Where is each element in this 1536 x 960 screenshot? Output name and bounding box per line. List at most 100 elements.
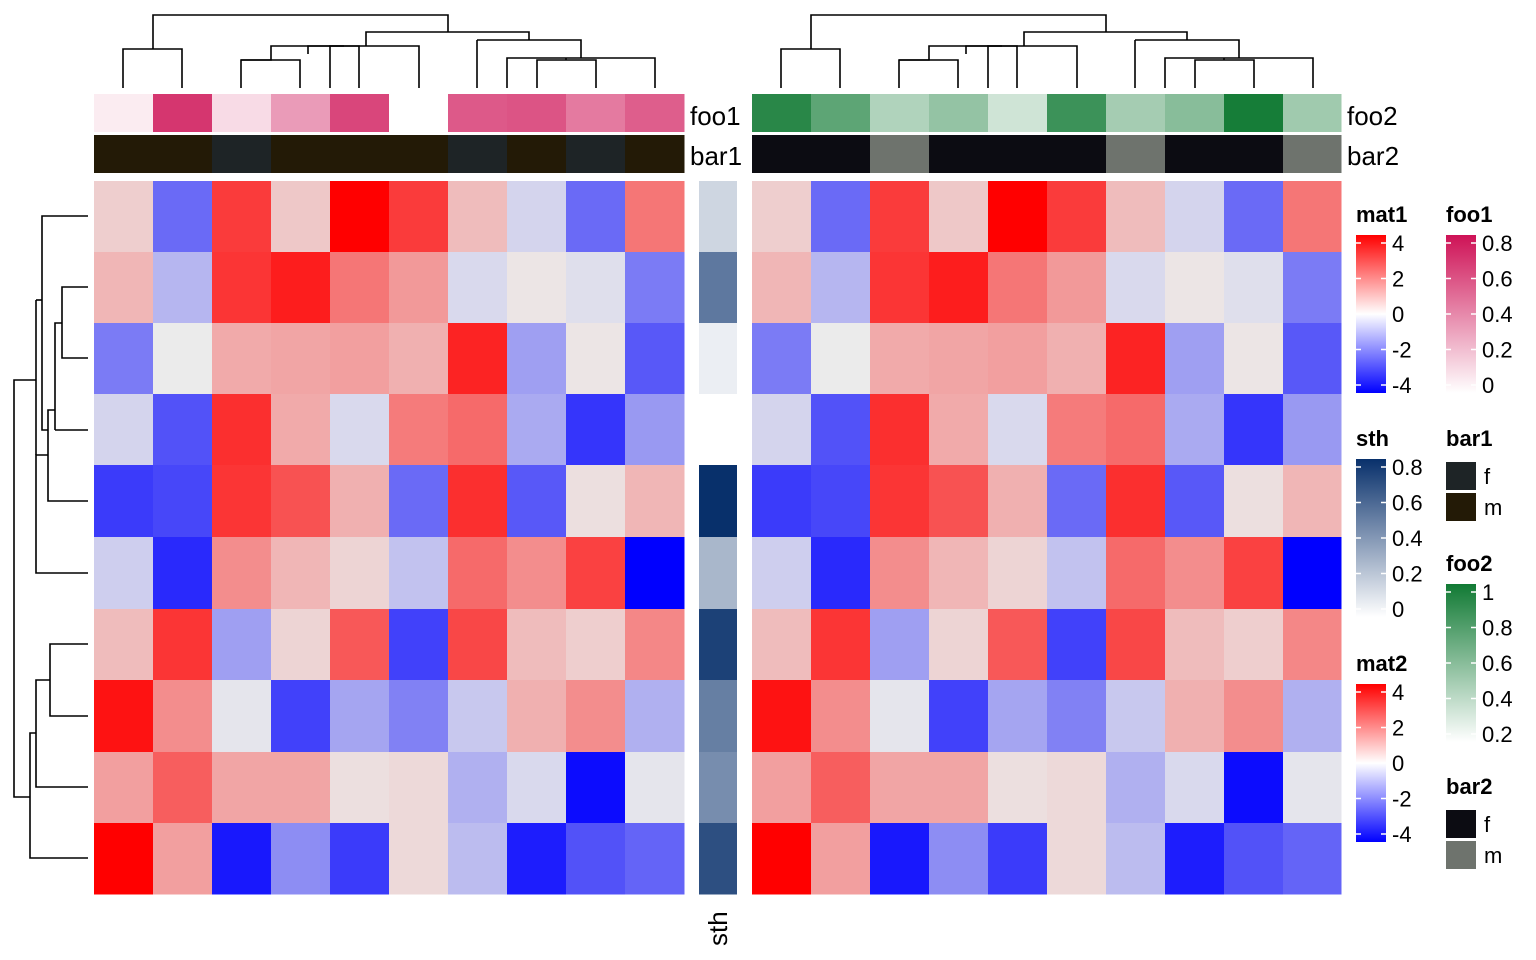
mat1-cell (94, 394, 154, 466)
mat1-cell (94, 609, 154, 681)
mat2-cell (988, 181, 1048, 253)
mat1-cell (389, 609, 449, 681)
bar1-legend-level: f (1484, 464, 1491, 489)
mat2-cell (929, 752, 989, 824)
mat1-legend-tick-label: 0 (1392, 302, 1404, 327)
mat2-cell (1165, 465, 1225, 538)
mat1-cell (625, 752, 685, 824)
mat1-cell (507, 181, 567, 253)
mat2-cell (1106, 181, 1166, 253)
bar2-cell (1165, 135, 1225, 173)
dendrogram-branch (1135, 39, 1240, 58)
foo2-cell (752, 94, 812, 132)
bar1-legend-swatch (1446, 462, 1476, 490)
bar2-legend-level: m (1484, 843, 1502, 868)
mat1-cell (153, 680, 213, 753)
column-dendrogram-mat2 (780, 14, 1314, 88)
mat2-cell (1224, 537, 1284, 610)
mat1-cell (566, 394, 626, 466)
mat1-cell (625, 823, 685, 895)
dendrogram-branch (307, 45, 420, 88)
sth-cell (699, 680, 737, 753)
mat1-cell (448, 394, 508, 466)
mat2-cell (752, 252, 812, 324)
bar2-cell (988, 135, 1048, 173)
mat1-cell (330, 752, 390, 824)
mat2-cell (870, 609, 930, 681)
bar1-label: bar1 (690, 141, 742, 171)
foo2-legend-tick-label: 0.2 (1482, 722, 1513, 747)
mat1-cell (389, 394, 449, 466)
mat1-cell (212, 252, 272, 324)
sth-cell (699, 181, 737, 253)
mat2-cell (1165, 823, 1225, 895)
mat2-cell (752, 181, 812, 253)
mat1-cell (625, 252, 685, 324)
mat1-cell (330, 465, 390, 538)
mat2-cell (1165, 609, 1225, 681)
sth-legend-tick-label: 0.6 (1392, 491, 1423, 516)
mat2-cell (752, 823, 812, 895)
mat2-cell (811, 323, 871, 395)
foo1-legend-tick-label: 0.2 (1482, 338, 1513, 363)
mat1-cell (507, 252, 567, 324)
mat1-cell (271, 465, 331, 538)
mat2-cell (1224, 323, 1284, 395)
mat2-cell (988, 465, 1048, 538)
mat2-cell (929, 465, 989, 538)
mat2-legend-tick-label: 4 (1392, 680, 1404, 705)
mat2-cell (988, 823, 1048, 895)
mat1-cell (330, 537, 390, 610)
foo1-cell (94, 94, 154, 132)
dendrogram-branch (506, 57, 656, 88)
foo1-label: foo1 (690, 101, 741, 131)
bar1-legend-title: bar1 (1446, 426, 1492, 451)
mat2-cell (1047, 537, 1107, 610)
mat2-cell (1165, 752, 1225, 824)
mat2-cell (1165, 252, 1225, 324)
foo2-label: foo2 (1347, 101, 1398, 131)
dendrogram-branch (1023, 31, 1188, 46)
mat2-cell (870, 252, 930, 324)
mat1-cell (271, 680, 331, 753)
mat2-cell (752, 752, 812, 824)
mat1-cell (566, 609, 626, 681)
foo2-cell (1047, 94, 1107, 132)
foo1-cell (212, 94, 272, 132)
mat2-cell (1047, 680, 1107, 753)
sth-cell (699, 609, 737, 681)
mat1-cell (212, 323, 272, 395)
foo2-cell (929, 94, 989, 132)
mat2-cell (1283, 609, 1342, 681)
mat2-cell (988, 394, 1048, 466)
sth-legend-tick-label: 0.2 (1392, 562, 1423, 587)
mat2-cell (929, 609, 989, 681)
bar2-cell (929, 135, 989, 173)
mat2-cell (1165, 181, 1225, 253)
mat2-legend-tick-label: -2 (1392, 787, 1412, 812)
mat1-cell (625, 394, 685, 466)
mat1-cell (389, 537, 449, 610)
mat2-cell (929, 823, 989, 895)
mat2-cell (811, 181, 871, 253)
bar1-cell (389, 135, 449, 173)
mat2-legend-tick-label: -4 (1392, 822, 1412, 847)
mat1-cell (448, 181, 508, 253)
mat1-cell (330, 252, 390, 324)
mat1-cell (271, 609, 331, 681)
mat1-legend-tick-label: 2 (1392, 267, 1404, 292)
mat1-cell (94, 181, 154, 253)
sth-cell (699, 465, 737, 538)
dendrogram-branch (152, 14, 449, 49)
mat1-cell (448, 680, 508, 753)
sth-legend-tick-label: 0.8 (1392, 455, 1423, 480)
mat2-cell (929, 252, 989, 324)
mat1-cell (153, 252, 213, 324)
bar2-legend-swatch (1446, 810, 1476, 838)
mat1-cell (212, 465, 272, 538)
bar1-cell (330, 135, 390, 173)
mat2-cell (811, 252, 871, 324)
bar2-legend-title: bar2 (1446, 774, 1492, 799)
mat2-cell (1106, 465, 1166, 538)
mat1-cell (625, 680, 685, 753)
